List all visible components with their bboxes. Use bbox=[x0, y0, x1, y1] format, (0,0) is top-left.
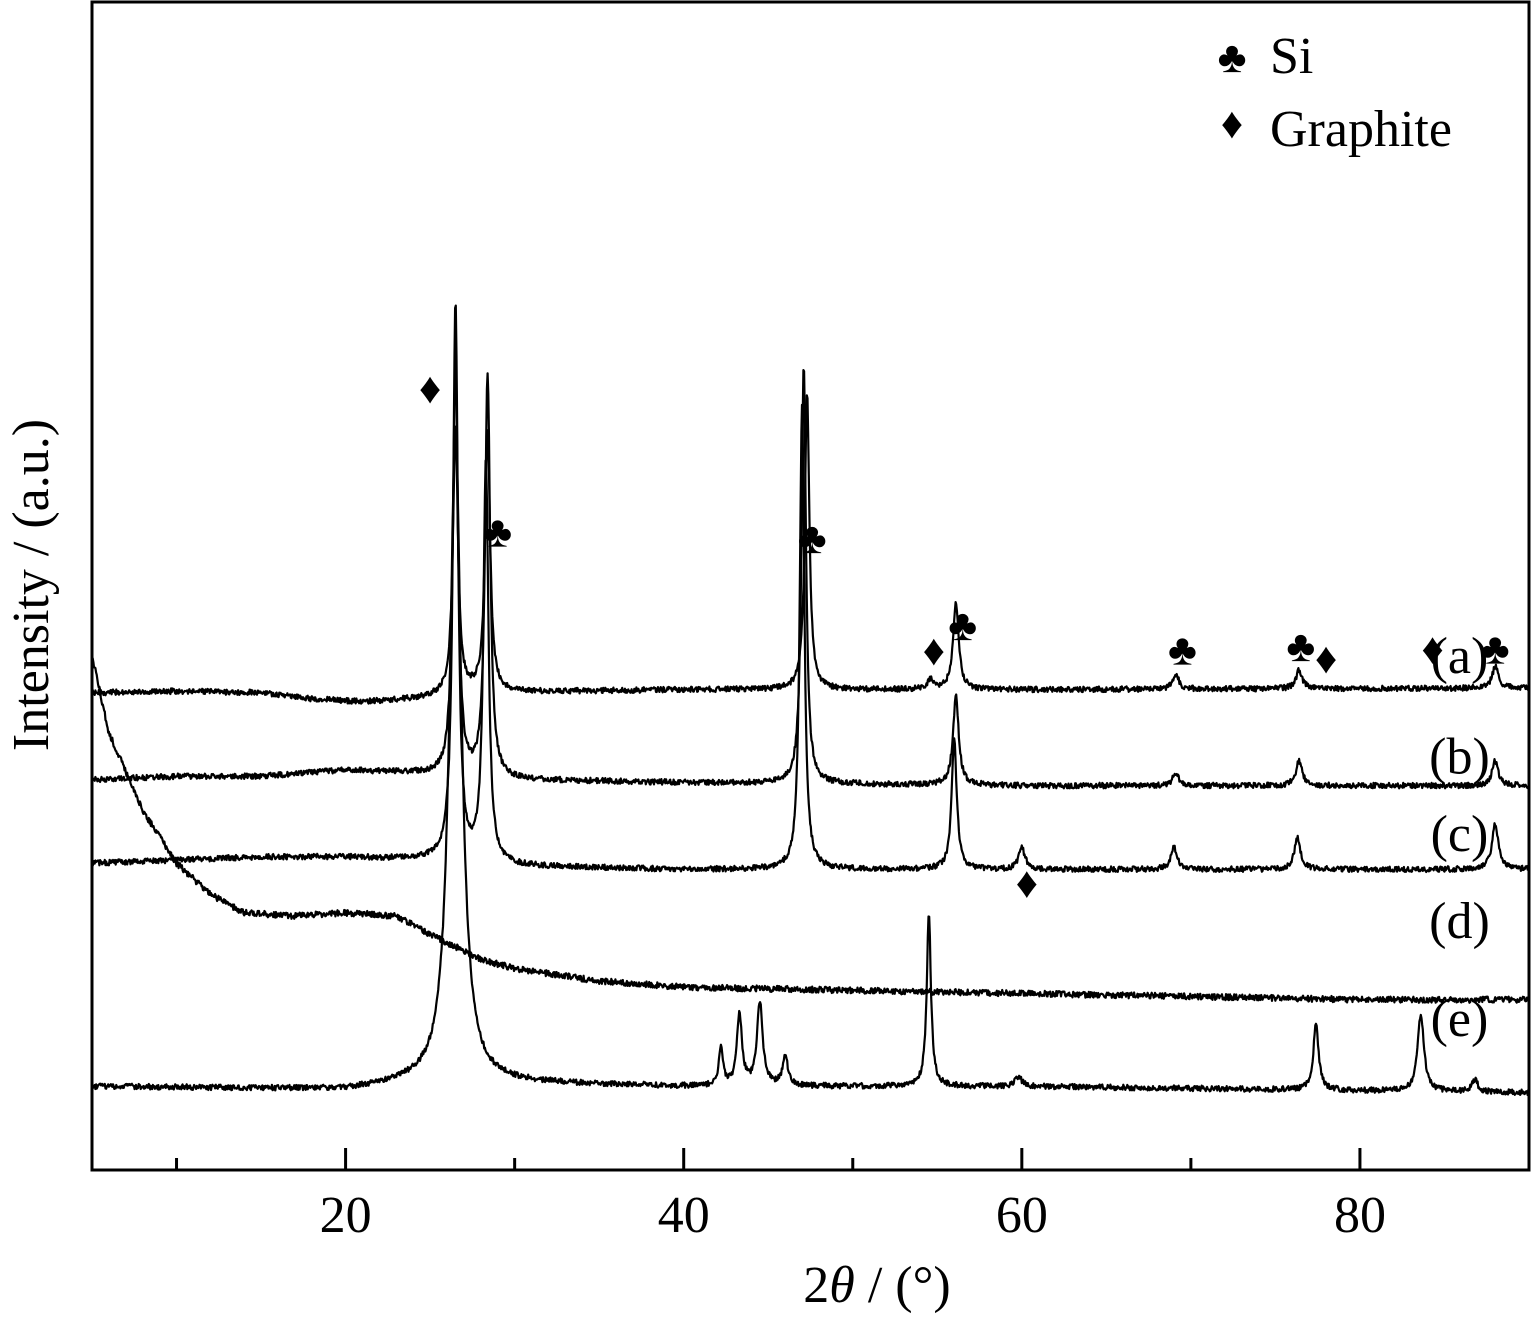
x-axis-tick-labels: 20 40 60 80 bbox=[320, 1187, 1386, 1244]
si-peak-marker-9: ♣ bbox=[1481, 624, 1510, 673]
series-label-d: (d) bbox=[1429, 893, 1490, 950]
xrd-pattern-c bbox=[90, 304, 1531, 874]
si-peak-marker-2: ♣ bbox=[798, 514, 827, 563]
x-tick-label: 60 bbox=[996, 1187, 1048, 1244]
graphite-peak-marker-10: ♦ bbox=[1016, 858, 1038, 907]
xrd-pattern-d bbox=[91, 657, 1531, 1004]
series-label-b: (b) bbox=[1429, 729, 1490, 786]
si-peak-marker-6: ♣ bbox=[1286, 622, 1315, 671]
legend-graphite-label: Graphite bbox=[1270, 101, 1452, 158]
graphite-peak-marker-0: ♦ bbox=[419, 364, 441, 413]
graphite-peak-marker-3: ♦ bbox=[923, 626, 945, 675]
xrd-pattern-b bbox=[91, 357, 1530, 790]
legend-si-label: Si bbox=[1270, 28, 1313, 85]
si-peak-marker-1: ♣ bbox=[483, 508, 512, 557]
si-peak-marker-5: ♣ bbox=[1168, 625, 1197, 674]
legend: ♣ Si ♦ Graphite bbox=[1218, 28, 1452, 158]
legend-graphite-icon: ♦ bbox=[1221, 99, 1243, 148]
xrd-pattern-a bbox=[91, 394, 1531, 705]
series-label-a: (a) bbox=[1431, 628, 1489, 685]
plot-lines bbox=[90, 304, 1531, 1097]
x-tick-label: 40 bbox=[658, 1187, 710, 1244]
y-axis-label: Intensity / (a.u.) bbox=[3, 419, 60, 751]
si-peak-marker-4: ♣ bbox=[948, 601, 977, 650]
series-label-e: (e) bbox=[1431, 991, 1489, 1048]
x-tick-label: 80 bbox=[1334, 1187, 1386, 1244]
plot-frame bbox=[90, 0, 1531, 1172]
series-labels: (a) (b) (c) (d) (e) bbox=[1429, 628, 1490, 1048]
graphite-peak-marker-7: ♦ bbox=[1315, 634, 1337, 683]
legend-si-icon: ♣ bbox=[1218, 33, 1247, 82]
peak-markers: ♦♣ ♣♦♣ ♣ ♣ ♦ ♦ ♣♦ bbox=[419, 364, 1510, 907]
series-label-c: (c) bbox=[1431, 806, 1489, 863]
xrd-pattern-e bbox=[90, 433, 1531, 1097]
x-axis-label: 2θ / (°) bbox=[803, 1257, 950, 1314]
x-axis-ticks bbox=[175, 1148, 1531, 1170]
graphite-peak-marker-8: ♦ bbox=[1421, 625, 1443, 674]
x-tick-label: 20 bbox=[320, 1187, 372, 1244]
